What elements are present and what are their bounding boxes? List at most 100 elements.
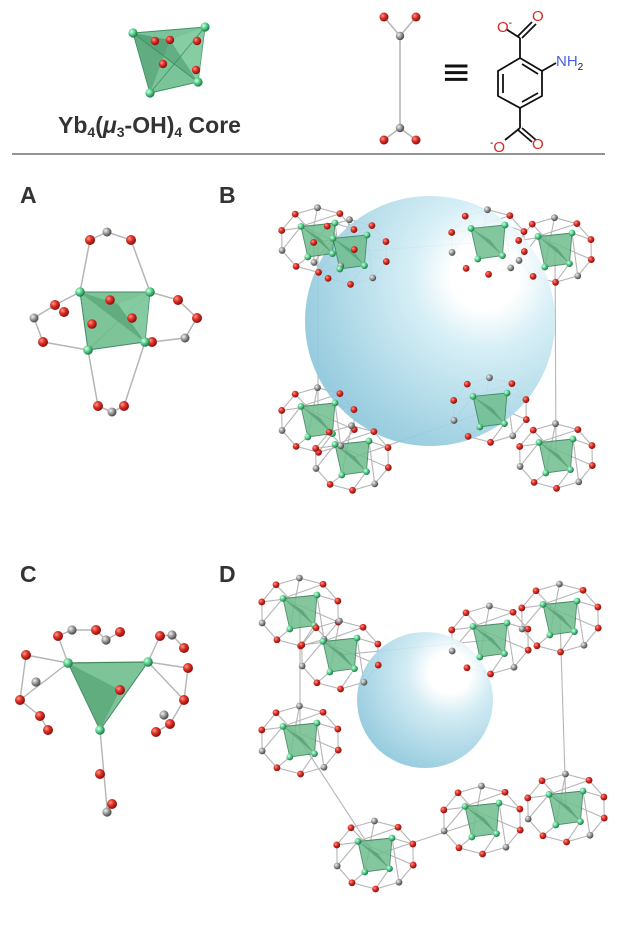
bond-line [374,467,389,485]
oxygen-atom [529,426,537,434]
ytterbium-atom [363,468,370,475]
bond-line [281,406,302,431]
oxygen-atom [312,624,320,632]
oxygen-atom [313,679,321,687]
bond-line [527,794,550,820]
oxygen-atom [463,380,471,388]
bond-line [374,820,399,828]
oxygen-atom [600,814,608,822]
bond-line [536,645,561,653]
ytterbium-atom [388,834,396,842]
oxygen-atom [464,432,472,440]
oxygen-atom [59,307,69,317]
ytterbium-atom [493,830,500,837]
bond-line [299,577,324,585]
carbon-atom [552,420,559,428]
bond-line [541,773,566,782]
oxygen-atom [349,486,356,494]
bond-line [352,471,367,491]
bond-line [519,466,535,483]
bond-line [559,583,584,591]
oxygen-atom [158,59,168,69]
bond-line [301,665,318,684]
oxygen-atom [107,799,117,809]
amino-group: NH2 [556,53,584,73]
bond-line [362,626,379,645]
oxygen-atom [594,603,602,611]
ytterbium-atom [539,601,547,608]
carbon-atom [298,662,306,670]
oxygen-atom [347,280,354,288]
bond-line [588,779,605,798]
ytterbium-atom [329,235,337,242]
bond-line [560,644,585,653]
carbon-atom [448,647,456,655]
carbonyl-o-bottom: O [532,136,544,153]
carbon-atom [278,247,286,254]
bond-line [261,726,284,752]
ytterbium-atom [145,287,155,297]
carbon-atom [478,782,485,790]
bond-line [555,275,578,283]
bond-line [490,666,515,675]
bond-line [571,232,579,276]
carbon-atom [509,432,517,440]
bond-line [555,263,570,283]
oxygen-atom [87,319,97,329]
ytterbium-atom [279,723,287,730]
bond-line [339,620,364,628]
oxygen-atom [518,604,526,612]
oxygen-atom [587,256,595,263]
oxygen-atom [579,586,587,594]
bond-line [443,792,459,811]
bond-line [351,882,376,890]
bond-line [556,481,579,489]
aminoterephthalate-structure [497,21,557,143]
bond-line [582,589,599,608]
oxygen-atom [524,646,532,654]
oxygen-atom [524,625,532,633]
oxygen-atom [155,631,165,641]
carbon-atom [107,407,117,417]
ytterbium-atom [304,253,312,261]
ytterbium-atom [279,595,287,602]
oxygen-atom [192,313,202,323]
ytterbium-atom [354,838,362,845]
oxygen-atom [348,879,356,887]
carbon-atom [296,574,303,582]
oxygen-atom [324,274,332,282]
bond-line [458,847,483,855]
ytterbium-atom [467,225,475,232]
oxygen-atom [91,625,101,635]
yb-polyhedron-face [538,236,570,264]
bond-line [322,626,364,642]
yb-polyhedron-face [465,806,497,834]
oxygen-atom [461,212,469,220]
ytterbium-atom [63,658,73,668]
oxygen-atom [506,212,514,220]
oxygen-atom [312,445,320,452]
bond-line [490,423,505,443]
carboxylate-o-top: O- [497,18,513,36]
oxygen-atom [528,220,536,228]
bond-line [316,722,325,768]
oxygen-atom [533,642,541,650]
oxygen-atom [585,776,593,784]
bond-line [565,773,590,781]
oxygen-atom [509,608,517,616]
bond-line [398,864,414,883]
panel-label-c: C [20,561,37,587]
bond-line [340,668,355,690]
bond-line [572,438,580,482]
bond-line [323,621,339,640]
ytterbium-atom [468,833,476,841]
bond-line [566,821,581,843]
carbon-atom [575,478,583,486]
oxygen-atom [594,624,602,632]
yb-polyhedron-face [471,228,503,256]
carbon-atom [440,827,448,835]
bond-line [299,739,376,856]
bond-line [295,387,318,395]
oxygen-atom [563,838,570,846]
